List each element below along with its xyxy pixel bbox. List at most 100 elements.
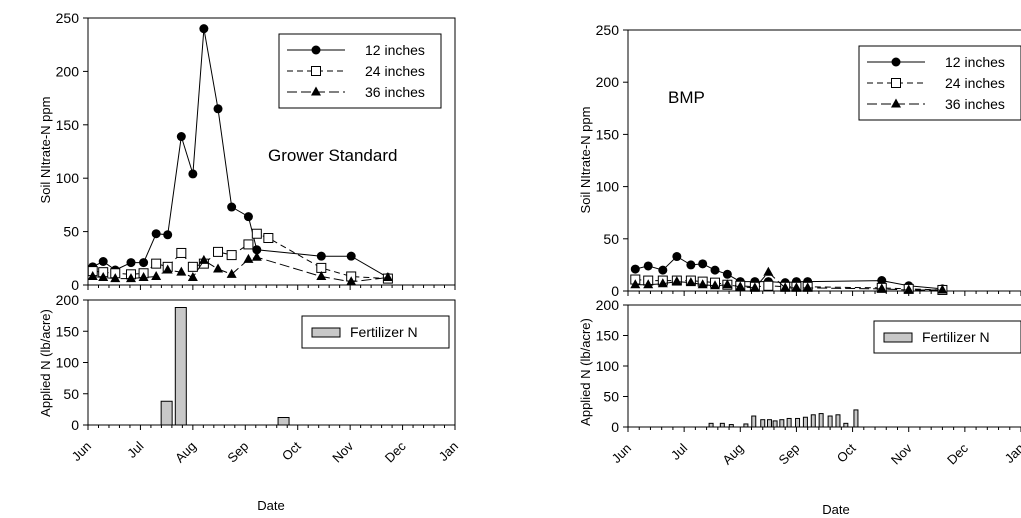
- y-axis-label-soil-nitrate-right: Soil NItrate-N ppm: [578, 107, 593, 214]
- data-point-36-inches: [243, 253, 254, 263]
- legend-swatch-fertilizer-n: [311, 327, 341, 338]
- fertilizer-bar: [835, 414, 841, 428]
- x-axis-label-date-right: Date: [822, 502, 849, 517]
- fertilizer-bar: [751, 415, 757, 428]
- series-line-36-inches: [92, 256, 388, 283]
- data-point-12-inches: [316, 251, 326, 261]
- data-point-12-inches: [346, 251, 356, 261]
- y-tick-label: 0: [71, 417, 79, 433]
- y-tick-label: 100: [56, 355, 80, 371]
- fertilizer-bar: [760, 419, 766, 428]
- fertilizer-bar: [853, 409, 859, 428]
- data-point-36-inches: [749, 282, 760, 292]
- y-tick-label: 200: [596, 297, 620, 313]
- data-point-12-inches: [126, 258, 136, 268]
- data-point-12-inches: [698, 259, 708, 269]
- legend-label-fertilizer-n: Fertilizer N: [350, 324, 418, 340]
- data-point-36-inches: [187, 272, 198, 282]
- data-point-12-inches: [877, 276, 887, 286]
- y-tick-label: 250: [596, 22, 620, 38]
- data-point-36-inches: [630, 279, 641, 289]
- data-point-12-inches: [672, 252, 682, 262]
- fertilizer-bar: [743, 423, 749, 428]
- legend-label-12-inches: 12 inches: [945, 54, 1005, 70]
- x-tick-label-month: Aug: [719, 441, 746, 468]
- fertilizer-bar: [719, 422, 725, 428]
- data-point-24-inches: [187, 261, 198, 272]
- data-point-36-inches: [213, 263, 224, 273]
- fertilizer-bar: [277, 417, 290, 426]
- data-point-12-inches: [98, 257, 108, 267]
- x-tick-label-month: Oct: [834, 440, 859, 465]
- fertilizer-bar: [728, 424, 734, 428]
- y-axis-label-applied-n-right: Applied N (lb/acre): [578, 318, 593, 426]
- y-tick-label: 200: [56, 292, 80, 308]
- applied-n-panel-bmp: 0 50 100 150 200 Jun Jul Aug Sep Oct Nov Dec Jan Fert…: [596, 297, 1021, 467]
- legend-box: [278, 33, 442, 109]
- y-tick-label: 50: [603, 231, 619, 247]
- legend-label-36-inches: 36 inches: [945, 96, 1005, 112]
- data-point-36-inches: [780, 282, 791, 292]
- x-tick-label-month: Nov: [888, 440, 915, 467]
- y-tick-label: 150: [56, 323, 80, 339]
- data-point-36-inches: [643, 279, 654, 289]
- x-tick-label-month: Nov: [329, 438, 356, 465]
- x-tick-label-month: Sep: [776, 441, 803, 468]
- annotation-grower-standard: Grower Standard: [268, 146, 397, 165]
- fertilizer-bar: [708, 422, 714, 428]
- data-point-36-inches: [316, 270, 327, 280]
- fertilizer-bar: [827, 415, 833, 428]
- fertilizer-bar: [779, 419, 785, 428]
- legend-marker-12-inches: [311, 45, 321, 55]
- soil-nitrate-panel-grower-standard: 0 50 100 150 200 250 12 inches 24 inches 36 inch…: [56, 10, 456, 293]
- x-tick-label-month: Oct: [279, 438, 304, 463]
- data-point-36-inches: [722, 279, 733, 289]
- x-tick-label-month: Dec: [944, 440, 971, 467]
- y-axis-label-soil-nitrate-left: Soil NItrate-N ppm: [38, 97, 53, 204]
- data-point-36-inches: [671, 276, 682, 286]
- x-tick-label-month: Jul: [668, 440, 690, 462]
- y-tick-label: 100: [56, 170, 80, 186]
- data-point-36-inches: [802, 282, 813, 292]
- legend-label-36-inches: 36 inches: [365, 84, 425, 100]
- plot-frame: [87, 17, 456, 286]
- y-tick-label: 200: [596, 74, 620, 90]
- y-tick-label: 0: [611, 419, 619, 435]
- data-point-12-inches: [199, 24, 209, 34]
- fertilizer-bar: [795, 417, 801, 428]
- data-point-24-inches: [176, 247, 187, 258]
- fertilizer-bar: [174, 307, 187, 426]
- fertilizer-bar: [160, 400, 173, 426]
- legend-marker-36-inches: [311, 86, 321, 96]
- x-tick-label-month: Dec: [382, 438, 409, 465]
- annotation-bmp: BMP: [668, 88, 705, 107]
- data-point-36-inches: [937, 284, 948, 294]
- fertilizer-bar: [766, 419, 772, 428]
- data-point-24-inches: [151, 258, 162, 269]
- fertilizer-bar: [818, 413, 824, 428]
- y-tick-label: 150: [596, 126, 620, 142]
- data-point-36-inches: [87, 270, 98, 280]
- data-point-12-inches: [722, 269, 732, 279]
- data-point-12-inches: [176, 132, 186, 142]
- data-point-12-inches: [163, 230, 173, 240]
- x-tick-label-month: Jun: [69, 439, 94, 464]
- data-point-36-inches: [176, 266, 187, 276]
- fertilizer-bar: [843, 422, 849, 428]
- y-tick-label: 250: [56, 10, 80, 26]
- data-point-36-inches: [346, 276, 357, 286]
- data-point-24-inches: [243, 239, 254, 250]
- y-tick-label: 50: [63, 224, 79, 240]
- legend-box: [858, 45, 1021, 121]
- applied-n-panel-grower-standard: 0 50 100 150 200 Jun Jul Aug Sep Oct Nov Dec Jan Fert…: [56, 292, 461, 465]
- y-tick-label: 50: [603, 389, 619, 405]
- data-point-12-inches: [213, 104, 223, 114]
- data-point-12-inches: [243, 212, 253, 222]
- legend-label-24-inches: 24 inches: [945, 75, 1005, 91]
- data-point-36-inches: [226, 268, 237, 278]
- fertilizer-bar: [786, 417, 792, 428]
- x-axis-label-date-left: Date: [257, 498, 284, 513]
- y-tick-label: 100: [596, 358, 620, 374]
- data-point-36-inches: [876, 283, 887, 293]
